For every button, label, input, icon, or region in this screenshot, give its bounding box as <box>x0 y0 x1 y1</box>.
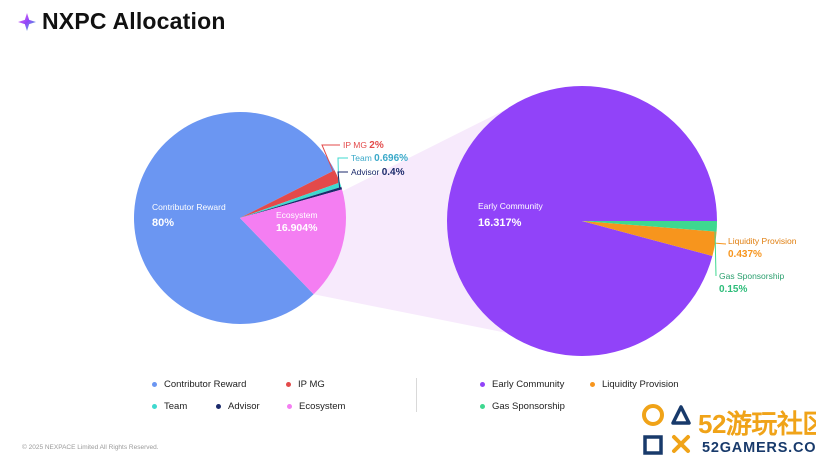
pie-slice-ip-mg <box>240 170 340 218</box>
callout-label-ip-mg: IP MG 2% <box>343 140 384 151</box>
legend-label: Early Community <box>492 379 565 390</box>
callout-line-gas-sponsorship <box>714 226 717 277</box>
legend-item-advisor: Advisor <box>216 401 260 412</box>
game-buttons-icon <box>642 404 691 455</box>
legend-item-team: Team <box>152 401 187 412</box>
callout-line-ip-mg <box>321 144 340 178</box>
legend-swatch <box>480 382 485 387</box>
legend-swatch <box>152 404 157 409</box>
callout-value-gas-sponsorship: 0.15% <box>719 284 747 295</box>
legend-swatch <box>590 382 595 387</box>
legend-label: Contributor Reward <box>164 379 247 390</box>
legend-item-early-community: Early Community <box>480 379 564 390</box>
legend-label: Team <box>164 401 188 412</box>
legend-label: Gas Sponsorship <box>492 401 565 412</box>
legend-swatch <box>480 404 485 409</box>
legend-divider <box>416 378 417 412</box>
legend-label: Ecosystem <box>299 401 346 412</box>
pie-slice-team <box>240 182 342 218</box>
legend-item-liquidity-provision: Liquidity Provision <box>590 379 679 390</box>
slice-value-contributor-reward: 80% <box>152 217 174 229</box>
legend-item-ip-mg: IP MG <box>286 379 325 390</box>
pie-slice-contributor-reward <box>134 112 335 324</box>
pie-slice-ecosystem <box>240 189 346 295</box>
page-title: NXPC Allocation <box>42 8 226 34</box>
watermark-site: 52GAMERS.COM <box>702 440 816 456</box>
legend-swatch <box>152 382 157 387</box>
legend-swatch <box>286 382 291 387</box>
callout-line-advisor <box>337 171 348 189</box>
pie-slice-gas-sponsorship <box>582 221 717 232</box>
legend-item-gas-sponsorship: Gas Sponsorship <box>480 401 565 412</box>
slice-value-ecosystem: 16.904% <box>276 222 318 234</box>
callout-value-liquidity-provision: 0.437% <box>728 249 762 260</box>
legend-label: Liquidity Provision <box>602 379 679 390</box>
callout-label-team: Team 0.696% <box>351 153 408 164</box>
legend-item-contributor-reward: Contributor Reward <box>152 379 246 390</box>
header: NXPC Allocation <box>18 8 226 35</box>
watermark: 52游玩社区 52GAMERS.COM <box>640 402 816 465</box>
sparkle-icon <box>18 12 36 31</box>
pie-slice-liquidity-provision <box>582 221 717 256</box>
legend-swatch <box>287 404 292 409</box>
pie-slice-early-community <box>447 85 717 356</box>
pie-slice-advisor <box>240 186 343 218</box>
legend-label: IP MG <box>298 379 325 390</box>
watermark-brand: 52游玩社区 <box>698 409 816 439</box>
allocation-chart: Contributor Reward 80% Ecosystem 16.904% Ear… <box>134 85 797 356</box>
slice-label-contributor-reward: Contributor Reward <box>152 202 226 212</box>
legend-label: Advisor <box>228 401 260 412</box>
copyright: © 2025 NEXPACE Limited All Rights Reserv… <box>22 444 159 451</box>
slice-label-early-community: Early Community <box>478 201 543 211</box>
callout-label-liquidity-provision: Liquidity Provision <box>728 236 797 246</box>
slice-value-early-community: 16.317% <box>478 217 522 229</box>
slice-label-ecosystem: Ecosystem <box>276 210 318 220</box>
callout-label-gas-sponsorship: Gas Sponsorship <box>719 271 784 281</box>
legend-item-ecosystem: Ecosystem <box>287 401 345 412</box>
connector-band <box>313 109 507 333</box>
legend-swatch <box>216 404 221 409</box>
callout-label-advisor: Advisor 0.4% <box>351 167 405 178</box>
